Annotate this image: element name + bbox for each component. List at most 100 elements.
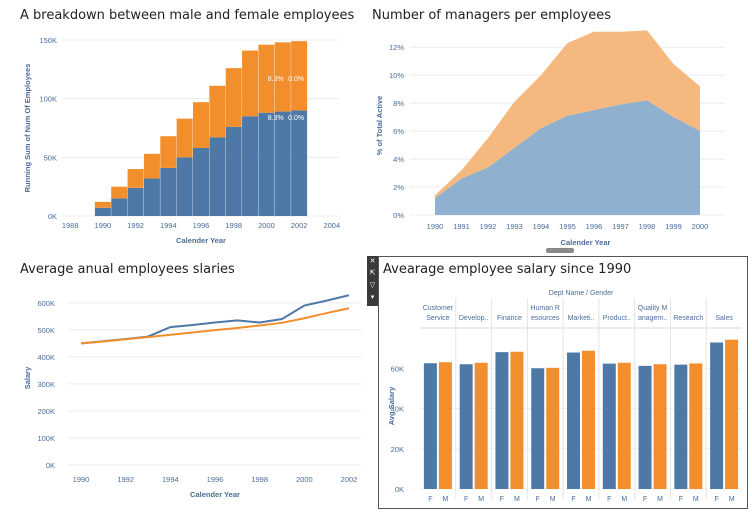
gender-label: M	[550, 496, 556, 503]
y-tick-label: 40K	[391, 405, 404, 414]
gender-label: M	[657, 496, 663, 503]
gender-label: F	[679, 496, 683, 503]
x-tick-label: 1990	[73, 475, 90, 484]
y-tick-label: 400K	[37, 353, 55, 362]
menu-icon[interactable]: ▾	[370, 294, 375, 301]
bar-segment-male	[160, 167, 177, 216]
x-tick-label: 2002	[291, 221, 308, 230]
gender-label: M	[514, 496, 520, 503]
x-tick-label: 2000	[296, 475, 313, 484]
bar-segment-female	[176, 118, 193, 158]
gender-label: F	[714, 496, 718, 503]
gender-label: F	[464, 496, 468, 503]
x-tick-label: 2000	[258, 221, 275, 230]
selected-worksheet-frame[interactable]	[378, 256, 748, 509]
gender-label: M	[586, 496, 592, 503]
bar-segment-male	[127, 187, 144, 216]
close-icon[interactable]: ✕	[369, 258, 376, 265]
x-tick-label: 1994	[162, 475, 179, 484]
y-tick-label: 8%	[393, 99, 404, 108]
y-tick-label: 12%	[389, 43, 404, 52]
bar-female	[638, 365, 652, 489]
bar-female	[567, 352, 580, 489]
bar-segment-male	[111, 198, 128, 216]
x-tick-label: 1994	[533, 222, 550, 231]
x-tick-label: 2000	[692, 222, 709, 231]
x-tick-label: 1990	[427, 222, 444, 231]
department-label: Human R	[530, 305, 560, 312]
x-axis-title: Calender Year	[561, 238, 611, 247]
department-label: Product..	[603, 315, 631, 322]
grouped-bar-chart[interactable]: Dept Name / Gender 0K 20K 40K 60K Avg Salary C…	[378, 256, 752, 512]
y-tick-label: 500K	[37, 326, 55, 335]
line-chart[interactable]: 0K 100K 200K 300K 400K 500K 600K 1990 1992 1994 19…	[0, 256, 370, 512]
bar-segment-male	[176, 157, 193, 216]
x-tick-label: 1992	[127, 221, 144, 230]
bar-female	[495, 352, 509, 489]
bar-male	[617, 362, 631, 489]
line-series-female	[80, 307, 350, 345]
bar-segment-male	[143, 178, 160, 216]
panel-managers-per-employees: Number of managers per employees 0% 2% 4% 6…	[370, 0, 752, 256]
department-label: Sales	[715, 315, 733, 322]
bar-female	[531, 368, 545, 489]
y-tick-label: 50K	[44, 153, 57, 162]
bar-male	[689, 363, 703, 489]
x-tick-label: 1999	[665, 222, 682, 231]
bar-segment-male	[258, 112, 275, 216]
panel-average-salaries: Average anual employees slaries 0K 100K 20…	[0, 256, 370, 512]
bar-male	[653, 364, 667, 489]
stacked-bar-chart[interactable]: 0K 50K 100K 150K 1988 1990 1992 1994 1996 1998 200…	[0, 0, 370, 256]
x-tick-label: 1992	[480, 222, 497, 231]
x-tick-label: 1993	[506, 222, 523, 231]
y-tick-label: 150K	[39, 36, 57, 45]
y-axis-title: Running Sum of Num Of Employees	[23, 64, 32, 193]
gender-label: F	[607, 496, 611, 503]
bar-female	[710, 342, 724, 489]
bar-segment-female	[291, 41, 308, 111]
area-chart[interactable]: 0% 2% 4% 6% 8% 10% 12% 1990 1991 1992 1993 1994 1995…	[370, 0, 752, 256]
y-axis-title: Avg Salary	[387, 386, 396, 425]
resize-handle[interactable]	[546, 248, 574, 253]
gender-label: F	[571, 496, 575, 503]
department-label: Finance	[497, 315, 522, 322]
y-axis-title: Salary	[23, 366, 32, 389]
x-tick-label: 1994	[160, 221, 177, 230]
bar-segment-male	[274, 111, 291, 216]
department-label: esources	[531, 315, 560, 322]
gender-label: F	[643, 496, 647, 503]
bar-segment-female	[258, 44, 275, 113]
x-tick-label: 1998	[639, 222, 656, 231]
x-tick-label: 1988	[62, 221, 79, 230]
y-tick-label: 2%	[393, 183, 404, 192]
x-tick-label: 1995	[559, 222, 576, 231]
chart-title: Avearage employee salary since 1990	[383, 262, 632, 277]
bar-female	[674, 364, 688, 489]
x-tick-label: 1990	[95, 221, 112, 230]
bar-segment-female	[274, 42, 291, 112]
y-tick-label: 100K	[39, 95, 57, 104]
x-tick-label: 2004	[323, 221, 340, 230]
bar-segment-female	[160, 136, 177, 168]
chart-title: Average anual employees slaries	[20, 262, 235, 277]
bar-segment-female	[193, 102, 209, 148]
y-axis-title: % of Total Active	[375, 96, 384, 156]
bar-segment-male	[209, 137, 226, 216]
y-tick-label: 0K	[46, 461, 55, 470]
y-tick-label: 0K	[48, 212, 57, 221]
filter-icon[interactable]: ▽	[369, 282, 376, 289]
area-series-male	[435, 100, 700, 215]
popout-icon[interactable]: ⇱	[369, 270, 376, 277]
area-series-female	[435, 30, 700, 199]
x-tick-label: 1997	[612, 222, 629, 231]
data-label: 8.3%	[268, 76, 284, 83]
bar-male	[546, 367, 560, 489]
gender-label: M	[442, 496, 448, 503]
bar-male	[438, 362, 452, 489]
bar-segment-female	[94, 201, 111, 208]
x-tick-label: 2002	[341, 475, 358, 484]
y-tick-label: 20K	[391, 445, 404, 454]
bar-male	[725, 339, 739, 489]
data-label: 0.0%	[288, 76, 304, 83]
department-label: Marketi..	[568, 315, 595, 322]
